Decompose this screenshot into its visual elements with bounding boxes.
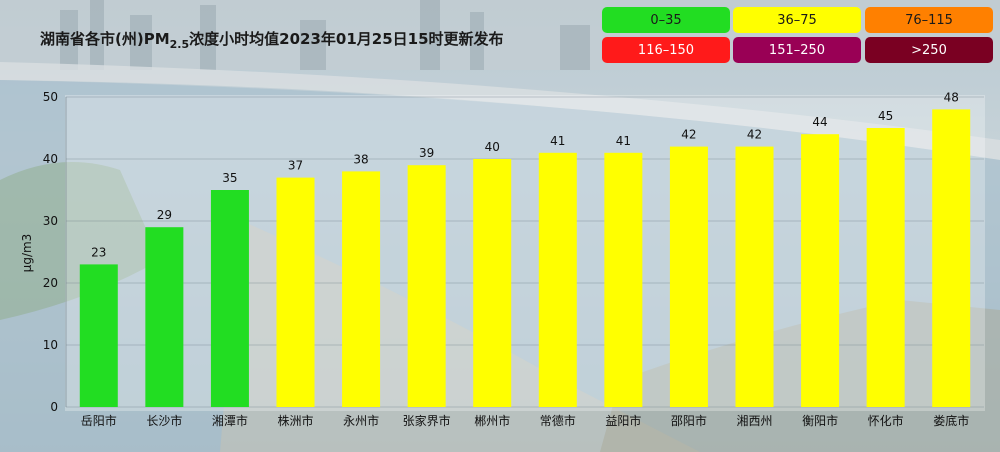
gridlines xyxy=(66,96,984,408)
chart-title-prefix: 湖南省各市(州)PM xyxy=(40,30,170,48)
bars: 23 29 35 37 38 39 40 41 41 42 42 44 45 48 xyxy=(79,90,971,408)
bar-益阳市 xyxy=(604,152,643,407)
legend-item-76-115: 76–115 xyxy=(865,7,993,33)
chart-title-suffix: 浓度小时均值2023年01月25日15时更新发布 xyxy=(189,30,504,48)
data-label: 42 xyxy=(681,128,696,142)
bar-常德市 xyxy=(538,152,577,407)
y-tick-label: 30 xyxy=(43,214,58,228)
x-tick-label: 株洲市 xyxy=(277,413,313,428)
data-label: 45 xyxy=(878,109,893,123)
y-axis-label: μg/m3 xyxy=(20,234,34,273)
bar-岳阳市 xyxy=(79,264,118,407)
x-tick-label: 湘西州 xyxy=(736,413,772,428)
y-tick-label: 20 xyxy=(43,276,58,290)
data-label: 35 xyxy=(222,171,237,185)
bar-娄底市 xyxy=(932,109,971,408)
y-tick-label: 10 xyxy=(43,338,58,352)
bar-邵阳市 xyxy=(669,146,708,407)
data-label: 42 xyxy=(747,128,762,142)
data-label: 41 xyxy=(616,134,631,148)
data-label: 44 xyxy=(812,115,827,129)
x-tick-label: 岳阳市 xyxy=(81,413,117,428)
bar-湘西州 xyxy=(735,146,774,407)
bar-长沙市 xyxy=(145,227,184,407)
bar-衡阳市 xyxy=(801,134,840,407)
x-tick-label: 娄底市 xyxy=(933,413,969,428)
legend-item-36-75: 36–75 xyxy=(733,7,861,33)
legend-item-over-250: >250 xyxy=(865,37,993,63)
bar-张家界市 xyxy=(407,165,446,407)
bar-株洲市 xyxy=(276,177,315,407)
x-axis-labels: 岳阳市 长沙市 湘潭市 株洲市 永州市 张家界市 郴州市 常德市 益阳市 邵阳市 湘西州 衡阳市 怀化市… xyxy=(81,413,969,428)
legend-item-151-250: 151–250 xyxy=(733,37,861,63)
data-label: 48 xyxy=(944,90,959,104)
x-tick-label: 郴州市 xyxy=(474,413,510,428)
bar-怀化市 xyxy=(866,128,905,407)
x-tick-label: 张家界市 xyxy=(403,413,451,428)
data-label: 37 xyxy=(288,159,303,173)
data-label: 23 xyxy=(91,245,106,259)
x-tick-label: 长沙市 xyxy=(146,413,182,428)
x-tick-label: 益阳市 xyxy=(605,413,641,428)
data-label: 29 xyxy=(157,208,172,222)
chart-title-subscript: 2.5 xyxy=(169,38,190,51)
data-label: 38 xyxy=(353,152,368,166)
bar-永州市 xyxy=(342,171,381,407)
bar-郴州市 xyxy=(473,159,512,407)
y-tick-label: 40 xyxy=(43,152,58,166)
legend-item-116-150: 116–150 xyxy=(602,37,730,63)
y-axis: 0 10 20 30 40 50 xyxy=(43,90,67,414)
x-tick-label: 常德市 xyxy=(540,413,576,428)
legend-item-0-35: 0–35 xyxy=(602,7,730,33)
data-label: 39 xyxy=(419,146,434,160)
x-tick-label: 湘潭市 xyxy=(212,413,248,428)
x-tick-label: 怀化市 xyxy=(868,413,904,428)
y-tick-label: 50 xyxy=(43,90,58,104)
chart-title: 湖南省各市(州)PM2.5浓度小时均值2023年01月25日15时更新发布 xyxy=(40,28,504,51)
bar-湘潭市 xyxy=(210,190,249,407)
x-tick-label: 衡阳市 xyxy=(802,413,838,428)
data-label: 41 xyxy=(550,134,565,148)
x-tick-label: 邵阳市 xyxy=(671,413,707,428)
data-label: 40 xyxy=(485,140,500,154)
y-tick-label: 0 xyxy=(50,400,58,414)
x-tick-label: 永州市 xyxy=(343,413,379,428)
